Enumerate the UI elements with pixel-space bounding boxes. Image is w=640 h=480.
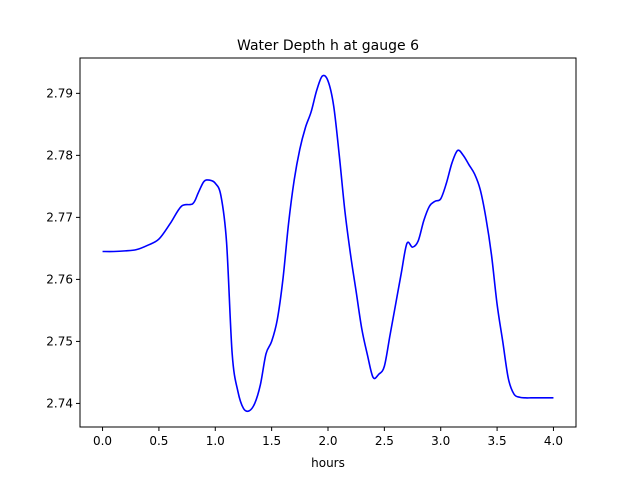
x-tick-label: 3.5 (488, 434, 507, 448)
y-tick-label: 2.77 (46, 210, 73, 224)
x-tick-label: 2.0 (318, 434, 337, 448)
y-tick-label: 2.79 (46, 86, 73, 100)
y-axis-ticks: 2.74 2.75 2.76 2.77 2.78 2.79 (46, 86, 80, 410)
x-tick-label: 1.0 (206, 434, 225, 448)
y-tick-label: 2.75 (46, 334, 73, 348)
x-tick-label: 0.0 (93, 434, 112, 448)
x-tick-label: 0.5 (149, 434, 168, 448)
y-tick-label: 2.78 (46, 148, 73, 162)
x-axis-label: hours (311, 456, 345, 470)
x-axis-ticks: 0.0 0.5 1.0 1.5 2.0 2.5 3.0 3.5 4.0 (93, 427, 563, 448)
series-line-0 (102, 74, 554, 413)
x-tick-label: 1.5 (262, 434, 281, 448)
plot-layer (102, 74, 554, 413)
x-tick-label: 4.0 (544, 434, 563, 448)
chart-title: Water Depth h at gauge 6 (237, 38, 419, 54)
y-tick-label: 2.74 (46, 396, 73, 410)
y-tick-label: 2.76 (46, 272, 73, 286)
x-tick-label: 3.0 (431, 434, 450, 448)
x-tick-label: 2.5 (375, 434, 394, 448)
